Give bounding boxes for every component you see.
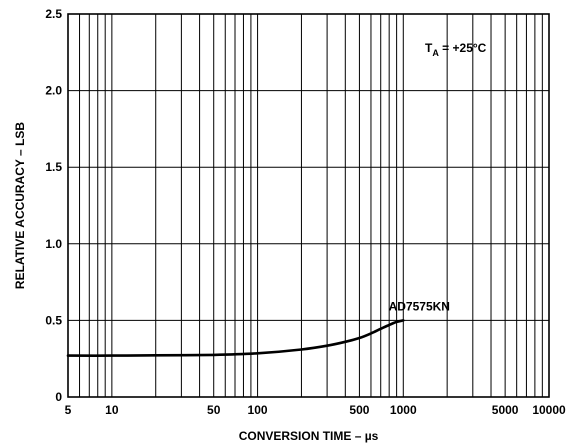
temperature-annotation-main: T [425,41,433,55]
y-tick-label: 2.5 [45,7,62,21]
plot-frame [67,13,550,398]
y-tick-label: 0 [55,390,62,404]
y-tick-label: 1.5 [45,160,62,174]
y-axis-title: RELATIVE ACCURACY – LSB [13,122,27,289]
series-line-ad7575kn [66,319,405,357]
temperature-annotation: TA = +25°C [425,41,487,58]
y-tick-label: 2.0 [45,84,62,98]
x-axis-title: CONVERSION TIME – µs [239,429,379,443]
x-tick-label: 5000 [492,403,519,417]
y-tick-label: 0.5 [45,313,62,327]
y-tick-label: 1.0 [45,237,62,251]
x-tick-label: 10 [105,403,119,417]
x-tick-label: 10000 [532,403,566,417]
x-tick-labels: 5 10 50 100 500 1000 5000 10000 [65,403,566,417]
temperature-annotation-subscript: A [432,48,439,58]
x-tick-label: 500 [349,403,369,417]
series-label-ad7575kn: AD7575KN [389,299,450,313]
grid [67,13,550,398]
x-tick-label: 5 [65,403,72,417]
temperature-annotation-value: = +25°C [439,41,487,55]
x-tick-label: 1000 [390,403,417,417]
y-tick-labels: 0 0.5 1.0 1.5 2.0 2.5 [45,7,62,404]
x-tick-label: 50 [207,403,221,417]
x-tick-label: 100 [248,403,268,417]
